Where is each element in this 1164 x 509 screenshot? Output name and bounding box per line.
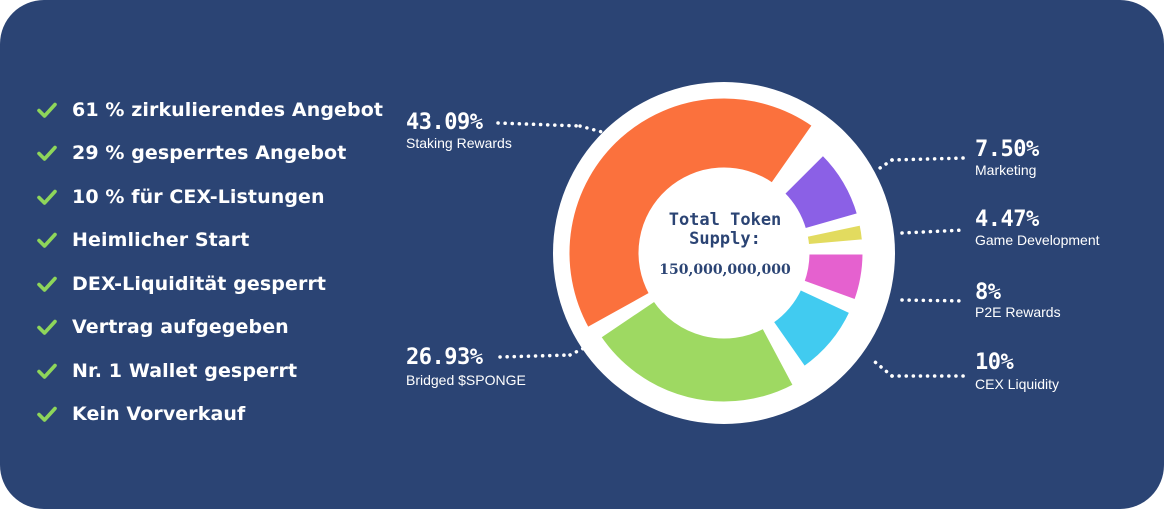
slice-percent-label: 43.09%: [406, 110, 483, 135]
callout-line: [878, 158, 894, 170]
slice-name-label: Marketing: [975, 162, 1037, 178]
feature-item: Vertrag aufgegeben: [36, 306, 383, 350]
slice-marketing: [781, 152, 861, 232]
slice-name-label: Staking Rewards: [406, 135, 512, 151]
center-title: Total Token Supply:: [668, 210, 782, 249]
feature-item: 61 % zirkulierendes Angebot: [36, 88, 383, 132]
center-value: 150,000,000,000: [659, 262, 791, 278]
feature-text: 10 % für CEX-Listungen: [72, 185, 325, 208]
feature-item: Heimlicher Start: [36, 219, 383, 263]
feature-text: DEX-Liquidität gesperrt: [72, 272, 327, 295]
slice-cex-liquidity: [770, 287, 853, 370]
feature-text: Nr. 1 Wallet gesperrt: [72, 359, 298, 382]
slice-bridged-sponge: [598, 298, 796, 405]
slice-name-label: P2E Rewards: [975, 304, 1061, 320]
slice-game-development: [804, 222, 865, 248]
feature-item: Kein Vorverkauf: [36, 393, 383, 437]
callout-line: [873, 360, 894, 378]
slice-staking-rewards: [566, 95, 815, 331]
callout-line: [498, 353, 572, 359]
check-icon: [37, 145, 57, 162]
callout-line: [578, 124, 604, 134]
feature-text: Vertrag aufgegeben: [72, 316, 289, 339]
callout-line: [890, 156, 967, 162]
slice-percent-label: 26.93%: [406, 345, 483, 370]
callout-line: [496, 121, 582, 128]
slice-percent-label: 7.50%: [975, 137, 1039, 162]
check-icon: [37, 319, 57, 336]
slice-percent-label: 4.47%: [975, 207, 1039, 232]
feature-item: DEX-Liquidität gesperrt: [36, 262, 383, 306]
feature-item: Nr. 1 Wallet gesperrt: [36, 349, 383, 393]
slice-name-label: Bridged $SPONGE: [406, 372, 526, 388]
check-icon: [37, 406, 57, 423]
feature-text: Heimlicher Start: [72, 229, 250, 252]
slice-percent-label: 8%: [975, 280, 1001, 305]
feature-item: 29 % gesperrtes Angebot: [36, 132, 383, 176]
feature-text: 29 % gesperrtes Angebot: [72, 142, 347, 165]
slice-p2e-rewards: [801, 251, 866, 303]
feature-text: Kein Vorverkauf: [72, 403, 246, 426]
check-icon: [37, 276, 57, 292]
callout-line: [900, 228, 967, 235]
feature-text: 61 % zirkulierendes Angebot: [72, 98, 384, 121]
feature-list: 61 % zirkulierendes Angebot 29 % gesperrt…: [36, 88, 383, 436]
check-icon: [37, 102, 57, 118]
slice-name-label: CEX Liquidity: [975, 376, 1060, 392]
callout-line: [900, 298, 967, 303]
check-icon: [37, 363, 57, 379]
feature-item: 10 % für CEX-Listungen: [36, 175, 383, 219]
slice-percent-label: 10%: [975, 350, 1014, 375]
check-icon: [37, 232, 57, 249]
check-icon: [37, 189, 57, 205]
slice-name-label: Game Development: [975, 232, 1100, 248]
